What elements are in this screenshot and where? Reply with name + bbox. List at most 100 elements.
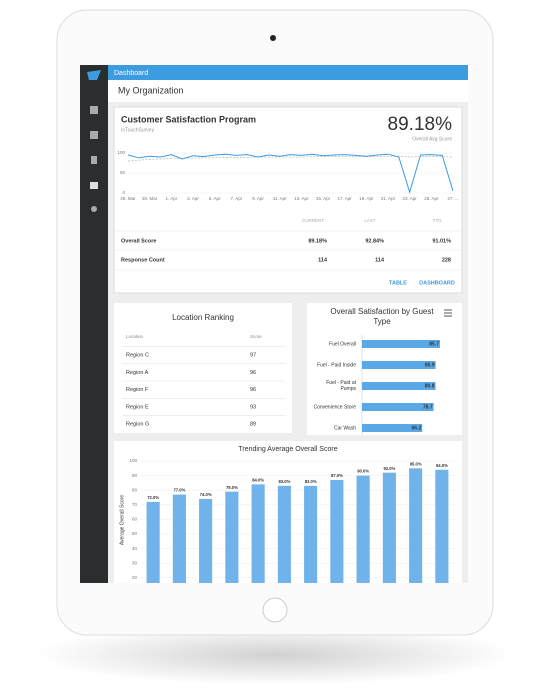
cell-value: 91.01% [432, 238, 451, 244]
sidebar [80, 65, 108, 583]
category-label: Car Wash [334, 425, 356, 431]
location-score: 96 [250, 387, 256, 393]
bar [172, 494, 186, 583]
bar [225, 491, 239, 583]
value-label: 84.0% [252, 477, 264, 482]
nav-icon[interactable] [90, 106, 98, 114]
top-bar-title: Dashboard [114, 70, 148, 77]
category-label: Fuel Overall [329, 341, 356, 347]
value-label: 74.0% [200, 492, 212, 497]
location-card [114, 303, 292, 433]
y-tick-label: 20 [132, 575, 138, 580]
table-button[interactable]: TABLE [389, 280, 407, 286]
screen-content: Dashboard My Organization Customer Satis… [80, 65, 468, 583]
cell-value: 114 [375, 257, 385, 263]
cell-value: 114 [318, 257, 328, 263]
row-label: Response Count [121, 257, 165, 263]
location-score: 96 [250, 370, 256, 376]
x-tick-label: 7. Apr [230, 196, 242, 201]
camera [270, 35, 276, 41]
bar [362, 424, 423, 432]
cell-value: 89.18% [308, 238, 327, 244]
value-label: 79.0% [226, 485, 238, 490]
guest-title: Overall Satisfaction by Guest [330, 307, 434, 316]
table-header: CURRENT [302, 218, 324, 223]
x-tick-label: 3. Apr [187, 196, 199, 201]
location-score: 97 [250, 352, 256, 358]
bar [362, 361, 436, 369]
location-name: Region F [126, 387, 149, 393]
x-tick-label: 25. Apr [424, 196, 439, 201]
nav-icon[interactable] [90, 131, 98, 139]
nav-icon[interactable] [91, 156, 97, 164]
value-label: 66.2 [412, 425, 422, 431]
x-tick-label: 30. Mar [142, 196, 158, 201]
program-subtitle: InTouchSurvey [121, 127, 155, 133]
location-name: Region G [126, 422, 149, 428]
logo [87, 70, 101, 80]
x-tick-label: 26. Mar [120, 196, 136, 201]
y-tick-label: 50 [132, 531, 138, 536]
x-tick-label: 9. Apr [252, 196, 264, 201]
y-tick-label: 40 [132, 546, 138, 551]
top-bar [108, 65, 468, 80]
location-score: 93 [250, 404, 256, 410]
bar [277, 485, 291, 583]
nav-icon[interactable] [91, 206, 97, 212]
bar [330, 479, 344, 583]
x-tick-label: 23. Apr [403, 196, 418, 201]
value-label: 90.0% [357, 469, 369, 474]
menu-icon[interactable] [444, 309, 452, 317]
value-label: 85.7 [429, 341, 439, 347]
program-card [113, 106, 463, 294]
y-tick-label: 70 [132, 502, 138, 507]
trend-y-label: Average Overall Score [119, 495, 125, 545]
x-tick-label: 11. Apr [273, 196, 287, 201]
table-header: Location [126, 334, 144, 339]
trend-title: Trending Average Overall Score [238, 446, 337, 453]
category-label: Convenience Store [313, 404, 356, 410]
bar [146, 501, 160, 583]
bar [435, 469, 449, 583]
y-tick-label: 0 [122, 190, 125, 195]
x-tick-label: 27. ... [447, 196, 458, 201]
y-tick-label: 50 [120, 170, 126, 175]
value-label: 77.0% [173, 488, 185, 493]
line-series [127, 155, 454, 162]
program-title: Customer Satisfaction Program [121, 114, 256, 124]
location-name: Region C [126, 352, 149, 358]
home-button[interactable] [262, 597, 288, 623]
nav-icon[interactable] [90, 182, 98, 189]
program-score: 89.18% [388, 114, 453, 135]
y-tick-label: 100 [117, 150, 125, 155]
bar [362, 382, 436, 390]
bar [199, 498, 213, 583]
value-label: 92.0% [383, 466, 395, 471]
value-label: 78.7 [423, 404, 433, 410]
org-title: My Organization [118, 85, 184, 95]
y-tick-label: 100 [129, 458, 137, 463]
program-score-label: Overall Avg Score [412, 136, 452, 142]
value-label: 83.0% [305, 479, 317, 484]
location-score: 89 [250, 422, 256, 428]
bar [356, 475, 370, 583]
table-header: LAST [364, 218, 376, 223]
value-label: 95.0% [410, 461, 422, 466]
value-label: 72.0% [147, 495, 159, 500]
dashboard-button[interactable]: DASHBOARD [419, 280, 455, 286]
x-tick-label: 17. Apr [338, 196, 353, 201]
x-tick-label: 21. Apr [381, 196, 396, 201]
value-label: 87.0% [331, 473, 343, 478]
value-label: 80.9 [425, 362, 435, 368]
x-tick-label: 1. Apr [165, 196, 177, 201]
x-tick-label: 13. Apr [294, 196, 309, 201]
x-tick-label: 15. Apr [316, 196, 331, 201]
category-label: Fuel - Paid Inside [317, 362, 356, 368]
bar [362, 403, 434, 411]
row-label: Overall Score [121, 238, 156, 244]
bar [304, 485, 318, 583]
value-label: 80.8 [425, 383, 435, 389]
category-label: Fuel - Paid at Pumps [326, 380, 356, 392]
